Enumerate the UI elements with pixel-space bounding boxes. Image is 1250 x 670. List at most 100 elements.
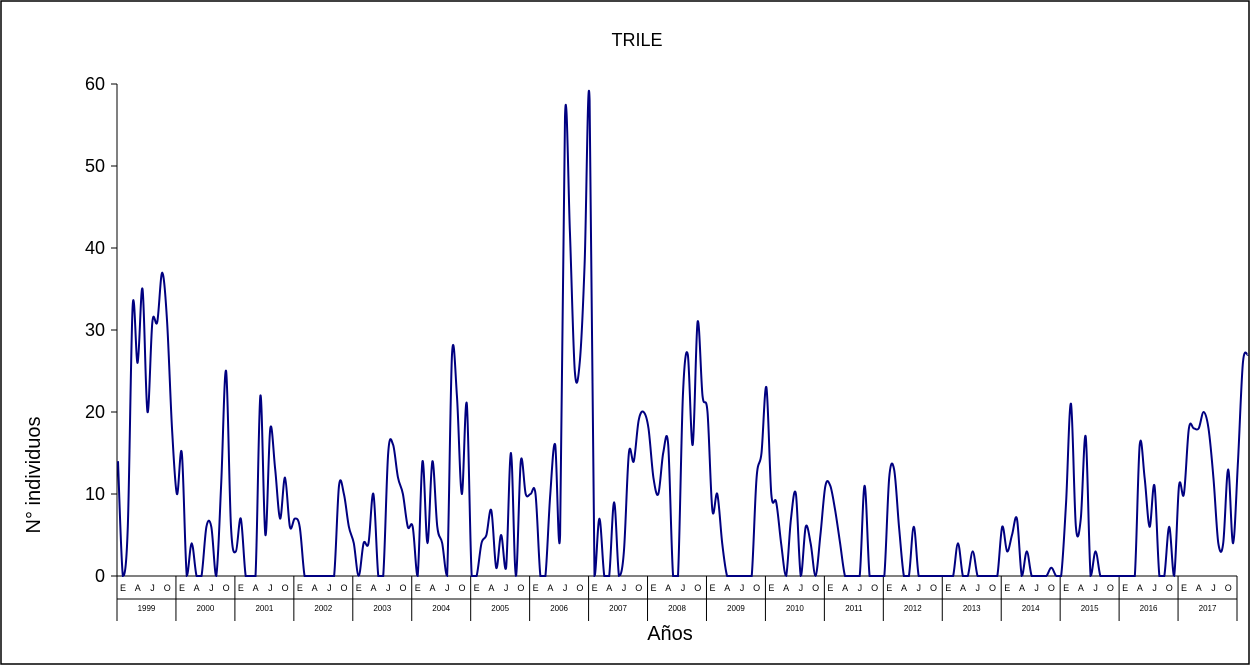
month-label: A: [135, 583, 141, 593]
month-label: O: [871, 583, 878, 593]
month-label: A: [253, 583, 259, 593]
month-label: J: [740, 583, 745, 593]
month-label: A: [783, 583, 789, 593]
year-label: 2015: [1081, 604, 1099, 613]
month-label: J: [1152, 583, 1157, 593]
year-label: 2001: [255, 604, 273, 613]
month-label: A: [1078, 583, 1084, 593]
month-label: A: [842, 583, 848, 593]
month-label: A: [901, 583, 907, 593]
month-label: J: [1211, 583, 1216, 593]
month-label: J: [1034, 583, 1039, 593]
month-label: A: [665, 583, 671, 593]
month-label: O: [1166, 583, 1173, 593]
month-label: E: [945, 583, 951, 593]
series-line: [117, 89, 1249, 578]
month-label: E: [1004, 583, 1010, 593]
month-label: A: [960, 583, 966, 593]
month-label: E: [179, 583, 185, 593]
month-label: E: [1063, 583, 1069, 593]
year-label: 2012: [904, 604, 922, 613]
month-label: E: [768, 583, 774, 593]
month-label: A: [606, 583, 612, 593]
year-label: 2016: [1140, 604, 1158, 613]
year-label: 2009: [727, 604, 745, 613]
month-label: E: [651, 583, 657, 593]
month-label: J: [975, 583, 980, 593]
year-label: 2014: [1022, 604, 1040, 613]
y-tick-label: 30: [85, 320, 105, 340]
chart-title: TRILE: [611, 30, 662, 50]
month-label: E: [297, 583, 303, 593]
y-ticks: 0 10 20 30 40 50 60: [85, 74, 117, 586]
month-label: O: [517, 583, 524, 593]
month-label: O: [930, 583, 937, 593]
month-label: O: [694, 583, 701, 593]
year-label: 2010: [786, 604, 804, 613]
month-label: J: [681, 583, 686, 593]
month-label: J: [622, 583, 627, 593]
month-label: A: [1196, 583, 1202, 593]
month-label: A: [488, 583, 494, 593]
y-tick-label: 60: [85, 74, 105, 94]
month-label: O: [164, 583, 171, 593]
y-tick-label: 50: [85, 156, 105, 176]
month-label: A: [1137, 583, 1143, 593]
month-label: O: [1048, 583, 1055, 593]
month-label: O: [576, 583, 583, 593]
month-label: J: [327, 583, 332, 593]
month-label: O: [989, 583, 996, 593]
month-label: O: [1107, 583, 1114, 593]
month-label: E: [1181, 583, 1187, 593]
year-label: 2008: [668, 604, 686, 613]
month-label: J: [445, 583, 450, 593]
year-label: 2017: [1199, 604, 1217, 613]
month-label: E: [592, 583, 598, 593]
y-tick-label: 0: [95, 566, 105, 586]
y-axis-label: N° individuos: [23, 417, 45, 534]
month-label: E: [886, 583, 892, 593]
month-label: E: [120, 583, 126, 593]
month-label: A: [429, 583, 435, 593]
month-label: A: [547, 583, 553, 593]
month-label: O: [753, 583, 760, 593]
month-label: J: [1093, 583, 1098, 593]
month-label: E: [238, 583, 244, 593]
month-label: J: [858, 583, 863, 593]
month-label: A: [194, 583, 200, 593]
year-label: 2000: [197, 604, 215, 613]
year-label: 1999: [138, 604, 156, 613]
month-label: E: [415, 583, 421, 593]
year-label: 2011: [845, 604, 863, 613]
month-label: J: [386, 583, 391, 593]
year-label: 2005: [491, 604, 509, 613]
year-label: 2006: [550, 604, 568, 613]
month-label: O: [282, 583, 289, 593]
month-label: O: [812, 583, 819, 593]
month-label: J: [209, 583, 214, 593]
month-label: O: [458, 583, 465, 593]
month-label: E: [533, 583, 539, 593]
month-label: J: [504, 583, 509, 593]
month-label: J: [917, 583, 922, 593]
year-label: 2004: [432, 604, 450, 613]
year-label: 2002: [314, 604, 332, 613]
month-label: J: [563, 583, 568, 593]
x-axis-label: Años: [647, 623, 693, 645]
month-label: J: [150, 583, 155, 593]
month-label: J: [268, 583, 273, 593]
month-label: E: [709, 583, 715, 593]
month-label: O: [223, 583, 230, 593]
month-label: O: [1225, 583, 1232, 593]
y-tick-label: 40: [85, 238, 105, 258]
axes: [116, 84, 1237, 600]
month-label: E: [827, 583, 833, 593]
y-tick-label: 10: [85, 484, 105, 504]
year-label: 2013: [963, 604, 981, 613]
month-label: J: [799, 583, 804, 593]
year-label: 2007: [609, 604, 627, 613]
month-label: O: [341, 583, 348, 593]
